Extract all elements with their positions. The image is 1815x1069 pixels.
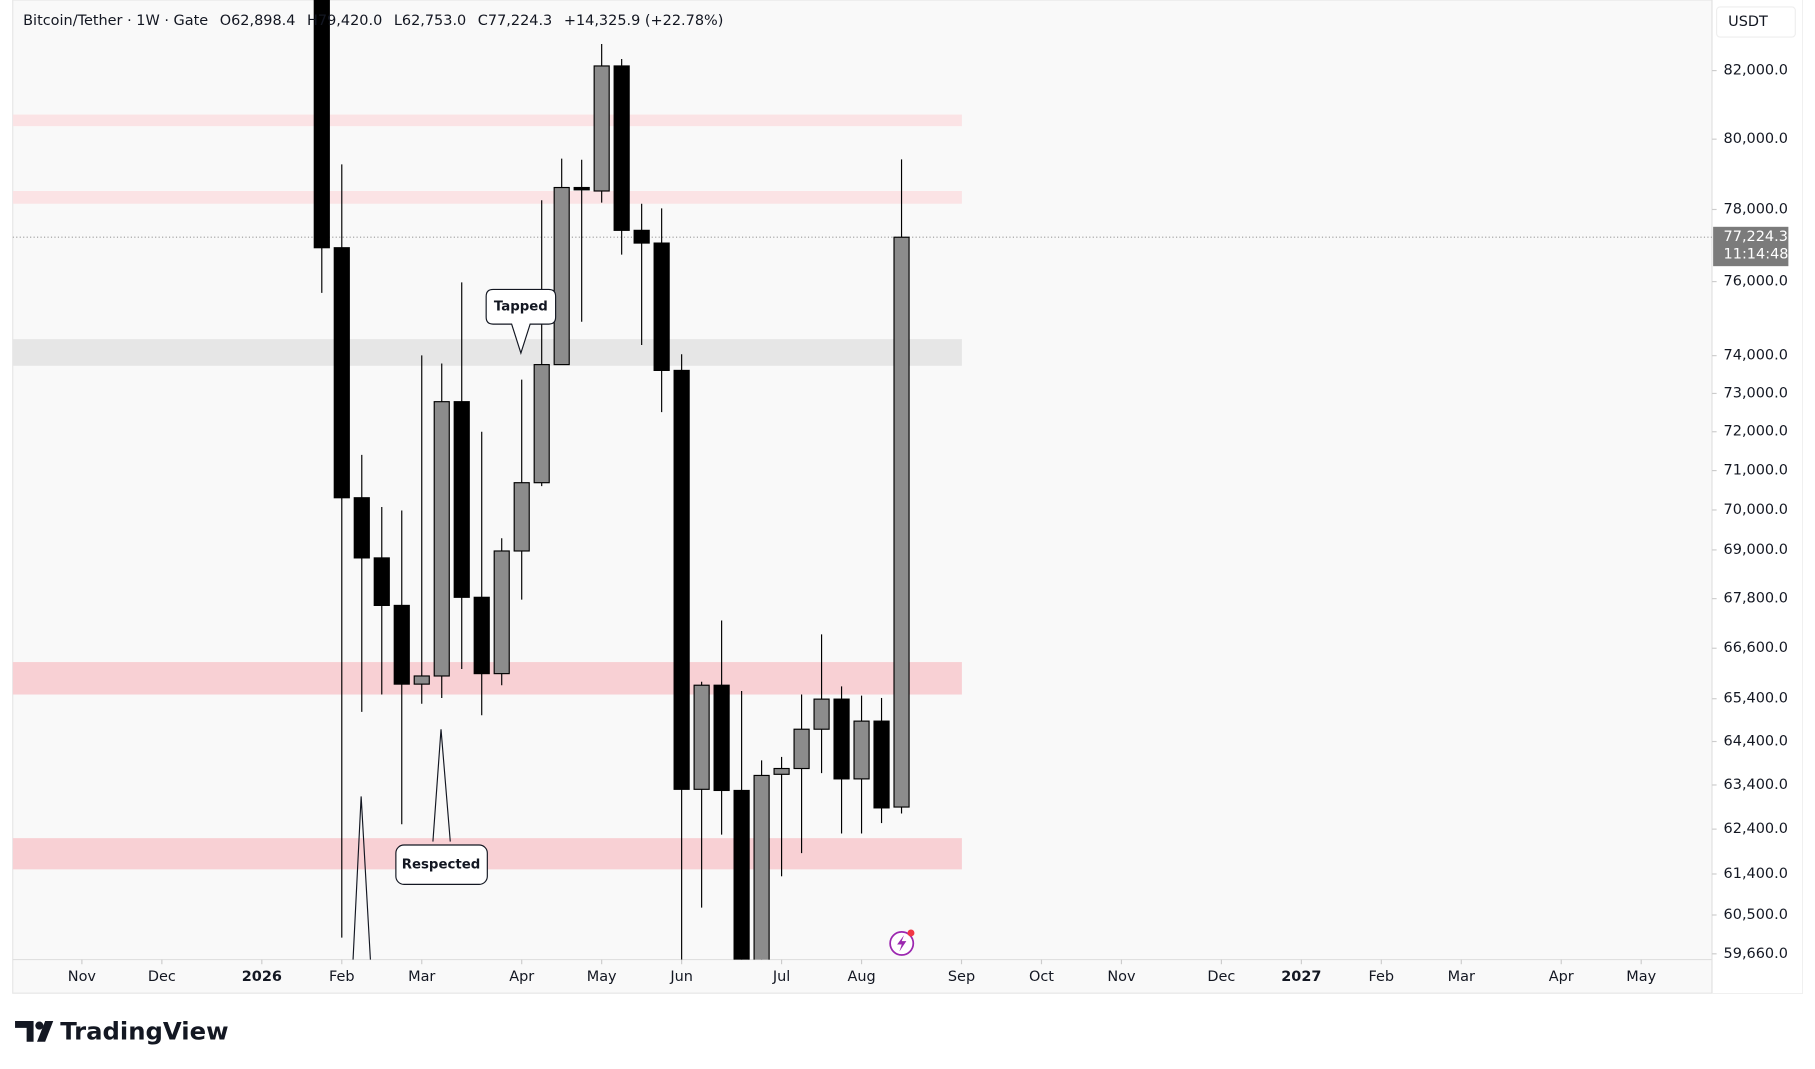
candle-body <box>373 557 390 606</box>
candle-body <box>493 550 510 675</box>
candle-body <box>553 186 570 366</box>
brand: TradingView <box>60 1017 228 1046</box>
candle-body <box>833 698 850 780</box>
x-tick-label: Mar <box>1448 969 1475 985</box>
x-tick-label: Apr <box>509 969 534 985</box>
y-tick-label: 76,000.0 <box>1724 274 1788 290</box>
y-tick-label: 65,400.0 <box>1724 691 1788 707</box>
x-tick-label: Nov <box>1107 969 1136 985</box>
candle-body <box>633 229 650 244</box>
candle-body <box>313 0 330 249</box>
callout-respected: Respected <box>395 844 488 885</box>
candle-body <box>393 604 410 685</box>
candle-body <box>853 720 870 780</box>
candle-body <box>333 247 350 499</box>
y-tick-label: 80,000.0 <box>1724 131 1788 147</box>
zone <box>12 339 962 366</box>
candle-body <box>473 596 490 675</box>
brand-logo[interactable]: TradingView <box>15 1017 229 1046</box>
candle-body <box>353 497 370 559</box>
candle-body <box>593 65 610 192</box>
annotation-lines <box>352 729 451 960</box>
close-value: C77,224.3 <box>478 13 552 29</box>
plot-area <box>12 0 1712 960</box>
symbol: Bitcoin/Tether · 1W · Gate <box>23 13 208 29</box>
x-tick-label: Apr <box>1549 969 1574 985</box>
last-price-label: 77,224.3 <box>1724 229 1788 245</box>
x-tick-label: Dec <box>148 969 176 985</box>
x-tick-label: May <box>587 969 617 985</box>
x-tick-label: May <box>1626 969 1656 985</box>
y-tick-label: 71,000.0 <box>1724 463 1788 479</box>
y-tick-label: 73,000.0 <box>1724 385 1788 401</box>
y-tick-label: 60,500.0 <box>1724 907 1788 923</box>
y-tick-label: 70,000.0 <box>1724 502 1788 518</box>
x-tick-label: Jul <box>772 969 790 985</box>
candle-body <box>673 369 690 790</box>
candle-body <box>413 675 430 685</box>
candle-body <box>793 728 810 770</box>
candle-body <box>653 242 670 371</box>
y-tick-label: 74,000.0 <box>1724 348 1788 364</box>
zone <box>12 190 962 204</box>
candle-body <box>733 789 750 960</box>
y-tick-label: 67,800.0 <box>1724 591 1788 607</box>
countdown: 11:14:48 <box>1724 247 1789 263</box>
y-tick-label: 63,400.0 <box>1724 777 1788 793</box>
high-value: H79,420.0 <box>307 13 382 29</box>
x-tick-label: Nov <box>68 969 97 985</box>
callout-tapped: Tapped <box>485 288 557 355</box>
x-tick-label: 2026 <box>242 969 282 985</box>
candle-body <box>773 767 790 775</box>
change-value: +14,325.9 (+22.78%) <box>564 13 724 29</box>
price-axis <box>1711 0 1803 994</box>
candle-body <box>613 65 630 231</box>
candle-body <box>713 684 730 792</box>
annotation-text: Respected <box>402 858 480 873</box>
candle-body <box>753 774 770 960</box>
zone <box>12 114 962 127</box>
candle-body <box>433 401 450 677</box>
currency: USDT <box>1728 14 1768 30</box>
candle-body <box>513 482 530 552</box>
y-tick-label: 82,000.0 <box>1724 63 1788 79</box>
candle-body <box>453 401 470 598</box>
y-tick-label: 72,000.0 <box>1724 424 1788 440</box>
y-tick-label: 59,660.0 <box>1724 946 1788 962</box>
open-value: O62,898.4 <box>220 13 296 29</box>
currency-box[interactable] <box>1716 6 1796 38</box>
alert-icon[interactable] <box>889 929 915 956</box>
x-tick-label: Jun <box>669 969 693 985</box>
x-tick-label: Mar <box>408 969 435 985</box>
y-tick-label: 69,000.0 <box>1724 542 1788 558</box>
x-tick-label: Feb <box>329 969 355 985</box>
x-tick-label: Oct <box>1029 969 1054 985</box>
candle-body <box>873 720 890 809</box>
candle-body <box>693 684 710 790</box>
x-tick-label: Dec <box>1207 969 1235 985</box>
legend: Bitcoin/Tether · 1W · Gate O62,898.4 H79… <box>23 13 723 29</box>
candle-body <box>533 364 550 484</box>
last-price-badge <box>1713 226 1789 267</box>
low-value: L62,753.0 <box>394 13 466 29</box>
annotation-text: Tapped <box>494 300 548 315</box>
candle-body <box>893 236 910 808</box>
y-tick-label: 64,400.0 <box>1724 734 1788 750</box>
candle-body <box>813 698 830 730</box>
x-tick-label: Aug <box>847 969 875 985</box>
candle-body <box>573 186 590 191</box>
y-tick-label: 66,600.0 <box>1724 640 1788 656</box>
x-tick-label: 2027 <box>1281 969 1321 985</box>
y-tick-label: 78,000.0 <box>1724 201 1788 217</box>
y-tick-label: 61,400.0 <box>1724 866 1788 882</box>
x-tick-label: Feb <box>1369 969 1395 985</box>
x-tick-label: Sep <box>948 969 975 985</box>
y-tick-label: 62,400.0 <box>1724 821 1788 837</box>
